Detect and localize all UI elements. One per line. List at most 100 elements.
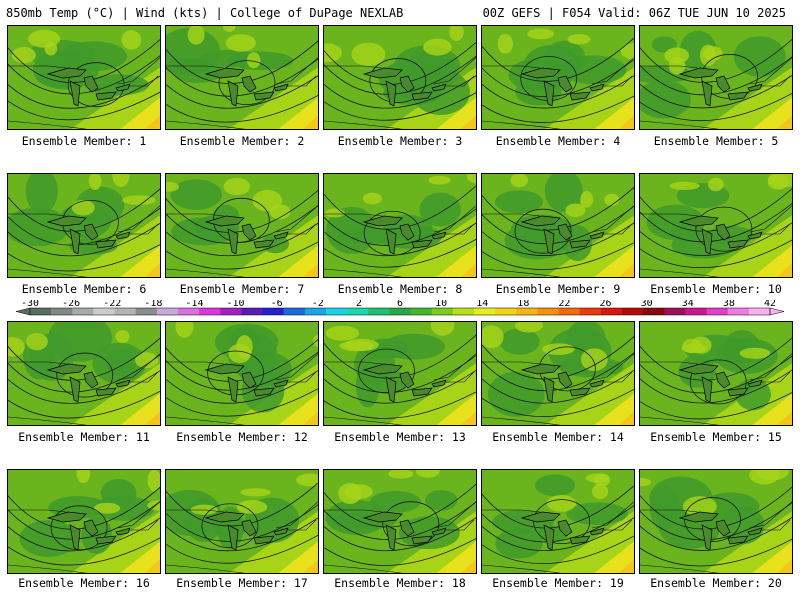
ensemble-map-panel: [7, 321, 161, 426]
colorbar-swatch: [220, 308, 242, 315]
colorbar-tick-label: 26: [600, 300, 612, 309]
ensemble-member-label: Ensemble Member: 6: [21, 282, 147, 296]
temperature-field-map: [482, 470, 634, 573]
ensemble-member-label: Ensemble Member: 12: [176, 430, 308, 444]
colorbar-tick-label: 42: [764, 300, 776, 309]
ensemble-member-label: Ensemble Member: 20: [650, 576, 782, 590]
temperature-field-map: [640, 470, 792, 573]
colorbar-tick-label: -26: [62, 300, 80, 309]
colorbar-swatch: [474, 308, 496, 315]
temperature-field-map: [166, 470, 318, 573]
temperature-field-map: [324, 470, 476, 573]
colorbar-swatch: [199, 308, 221, 315]
colorbar-tick-label: 10: [435, 300, 447, 309]
ensemble-map-panel: [323, 321, 477, 426]
ensemble-member-label: Ensemble Member: 18: [334, 576, 466, 590]
ensemble-map-panel: [323, 469, 477, 574]
ensemble-member-label: Ensemble Member: 3: [337, 134, 463, 148]
colorbar-swatch: [685, 308, 707, 315]
header-title: 850mb Temp (°C) | Wind (kts) | College o…: [6, 6, 404, 20]
ensemble-map-panel: [7, 173, 161, 278]
colorbar-tick-label: 18: [517, 300, 529, 309]
colorbar-tick-label: 22: [558, 300, 570, 309]
ensemble-member-label: Ensemble Member: 2: [179, 134, 305, 148]
colorbar-swatch: [410, 308, 433, 315]
ensemble-map-panel: [639, 321, 793, 426]
colorbar-tick-label: -10: [227, 300, 245, 309]
colorbar-tick-label: 34: [682, 300, 694, 309]
colorbar-tick-label: 30: [641, 300, 653, 309]
colorbar-swatch: [304, 308, 327, 315]
temperature-colorbar: -30 -26 -22 -18 -14 -10 -6 -2 2 6 10 14 18 22 26 30 34 38…: [15, 300, 785, 316]
ensemble-map-panel: [323, 25, 477, 130]
header-valid-time: 00Z GEFS | F054 Valid: 06Z TUE JUN 10 20…: [482, 6, 786, 20]
colorbar-swatch: [516, 308, 538, 315]
temperature-field-map: [8, 174, 160, 277]
ensemble-member-label: Ensemble Member: 9: [495, 282, 621, 296]
colorbar-tick-label: -6: [271, 300, 283, 309]
colorbar-tick-label: 6: [397, 300, 403, 309]
colorbar-swatch: [156, 308, 179, 315]
colorbar-tick-label: 14: [476, 300, 488, 309]
ensemble-map-panel: [481, 321, 635, 426]
colorbar-swatch: [368, 308, 390, 315]
ensemble-map-panel: [481, 173, 635, 278]
ensemble-map-panel: [481, 25, 635, 130]
temperature-field-map: [482, 174, 634, 277]
temperature-field-map: [166, 322, 318, 425]
colorbar-swatch: [664, 308, 686, 315]
ensemble-member-label: Ensemble Member: 5: [653, 134, 779, 148]
colorbar-tick-label: -14: [185, 300, 203, 309]
temperature-field-map: [8, 322, 160, 425]
colorbar-swatch: [727, 308, 750, 315]
ensemble-map-panel: [323, 173, 477, 278]
colorbar-swatch: [241, 308, 263, 315]
temperature-field-map: [8, 470, 160, 573]
colorbar-swatch: [114, 308, 137, 315]
temperature-field-map: [166, 26, 318, 129]
colorbar-tick-label: -22: [103, 300, 121, 309]
colorbar-low-arrow: [15, 307, 31, 316]
colorbar-swatch: [495, 308, 517, 315]
ensemble-map-panel: [165, 469, 319, 574]
ensemble-member-label: Ensemble Member: 4: [495, 134, 621, 148]
ensemble-map-panel: [7, 469, 161, 574]
ensemble-member-label: Ensemble Member: 19: [492, 576, 624, 590]
ensemble-member-label: Ensemble Member: 15: [650, 430, 782, 444]
colorbar-swatch: [431, 308, 454, 315]
ensemble-map-panel: [165, 321, 319, 426]
ensemble-map-panel: [165, 25, 319, 130]
colorbar-swatch: [326, 308, 348, 315]
ensemble-map-panel: [639, 173, 793, 278]
ensemble-member-label: Ensemble Member: 8: [337, 282, 463, 296]
ensemble-member-label: Ensemble Member: 16: [18, 576, 150, 590]
colorbar-tick-label: 2: [356, 300, 362, 309]
ensemble-member-label: Ensemble Member: 11: [18, 430, 150, 444]
ensemble-member-label: Ensemble Member: 7: [179, 282, 305, 296]
temperature-field-map: [640, 322, 792, 425]
ensemble-member-label: Ensemble Member: 1: [21, 134, 147, 148]
ensemble-map-panel: [7, 25, 161, 130]
colorbar-swatch: [706, 308, 729, 315]
ensemble-map-panel: [165, 173, 319, 278]
colorbar-swatch: [558, 308, 581, 315]
temperature-field-map: [324, 174, 476, 277]
ensemble-member-label: Ensemble Member: 14: [492, 430, 624, 444]
temperature-field-map: [640, 174, 792, 277]
colorbar-tick-label: -18: [144, 300, 162, 309]
colorbar-outline: [29, 307, 771, 316]
temperature-field-map: [640, 26, 792, 129]
colorbar-high-arrow: [769, 307, 785, 316]
colorbar-swatch: [643, 308, 665, 315]
colorbar-swatch: [389, 308, 411, 315]
colorbar-swatch: [347, 308, 369, 315]
colorbar-swatch: [178, 308, 200, 315]
temperature-field-map: [482, 322, 634, 425]
colorbar-swatch: [452, 308, 475, 315]
ensemble-map-panel: [481, 469, 635, 574]
colorbar-swatch: [51, 308, 73, 315]
colorbar-swatch: [72, 308, 94, 315]
colorbar-swatch: [93, 308, 115, 315]
colorbar-swatch: [579, 308, 602, 315]
colorbar-swatch: [135, 308, 158, 315]
